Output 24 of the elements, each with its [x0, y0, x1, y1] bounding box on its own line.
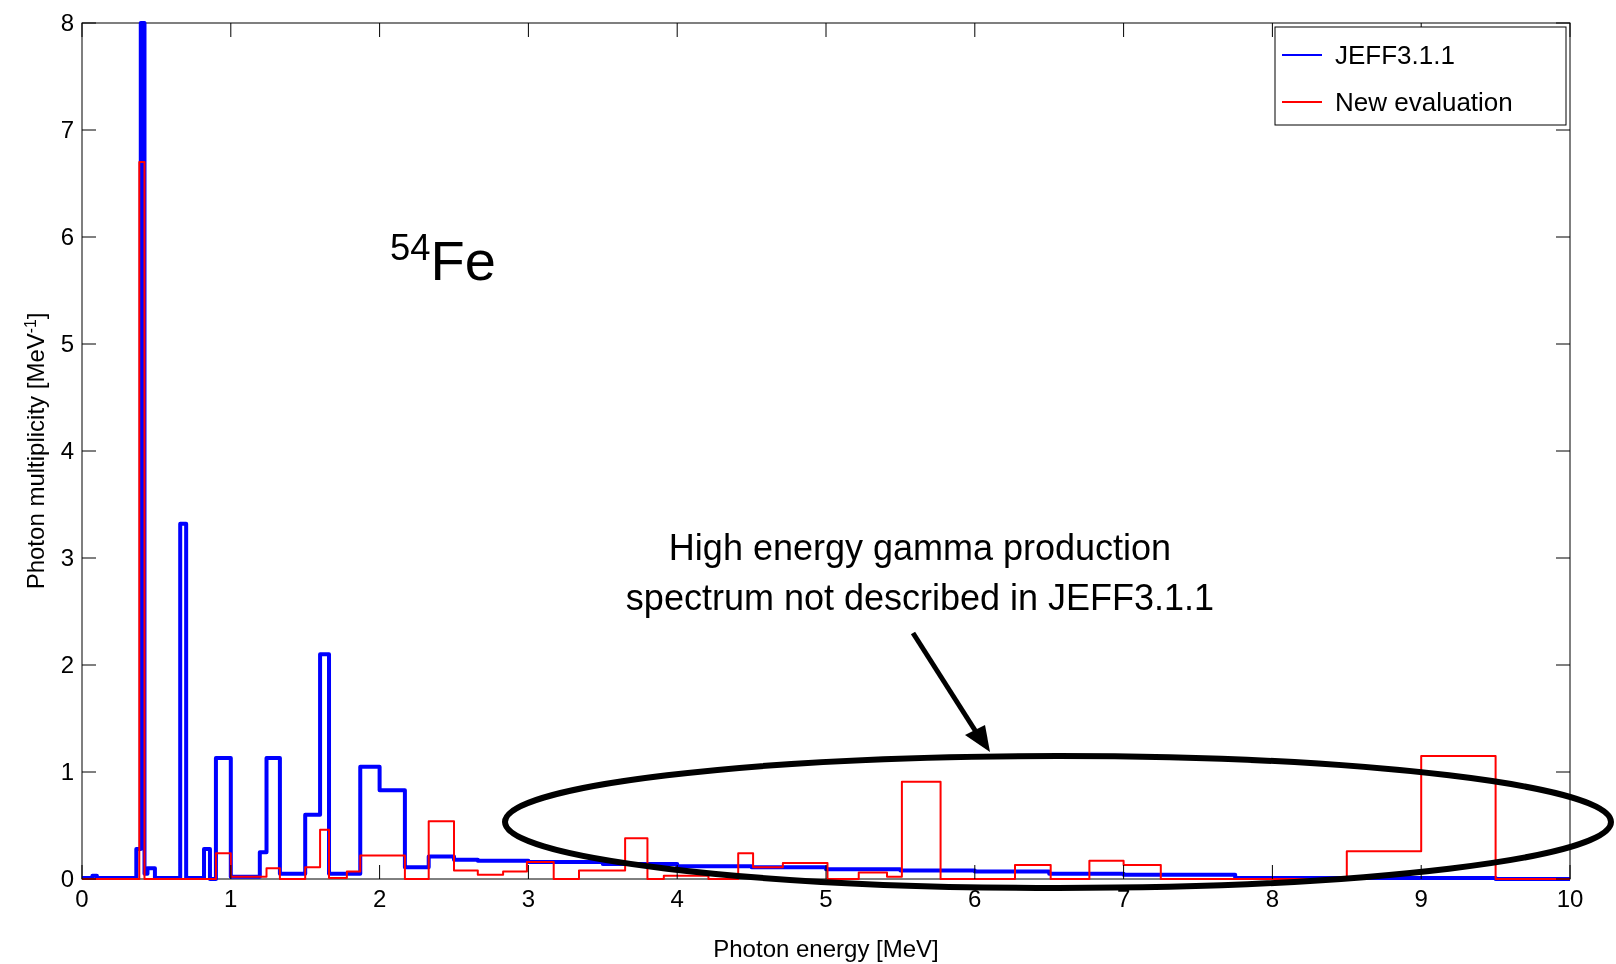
y-tick-label: 6: [60, 223, 74, 250]
y-tick-label: 2: [60, 651, 74, 678]
x-tick-label: 6: [968, 885, 982, 912]
legend-label: JEFF3.1.1: [1335, 40, 1455, 70]
y-tick-label: 3: [60, 544, 74, 571]
y-tick-label: 0: [60, 865, 74, 892]
legend-label: New evaluation: [1335, 87, 1513, 117]
x-axis-title: Photon energy [MeV]: [713, 935, 939, 962]
y-tick-label: 7: [60, 116, 74, 143]
x-tick-label: 4: [670, 885, 684, 912]
annotation: High energy gamma production spectrum not described in JEFF3.1.1: [625, 527, 1215, 618]
x-tick-label: 3: [521, 885, 536, 912]
y-tick-label: 1: [60, 758, 74, 785]
y-tick-label: 5: [60, 330, 74, 357]
x-tick-label: 2: [372, 885, 387, 912]
x-tick-label: 8: [1265, 885, 1280, 912]
annotation: $^{54}$Fe: [390, 226, 496, 292]
x-tick-label: 1: [224, 885, 238, 912]
x-tick-label: 9: [1414, 885, 1428, 912]
x-tick-label: 5: [819, 885, 833, 912]
x-tick-label: 7: [1116, 885, 1131, 912]
y-tick-label: 8: [60, 9, 74, 36]
x-tick-label: 10: [1556, 885, 1584, 912]
y-tick-label: 4: [60, 437, 74, 464]
